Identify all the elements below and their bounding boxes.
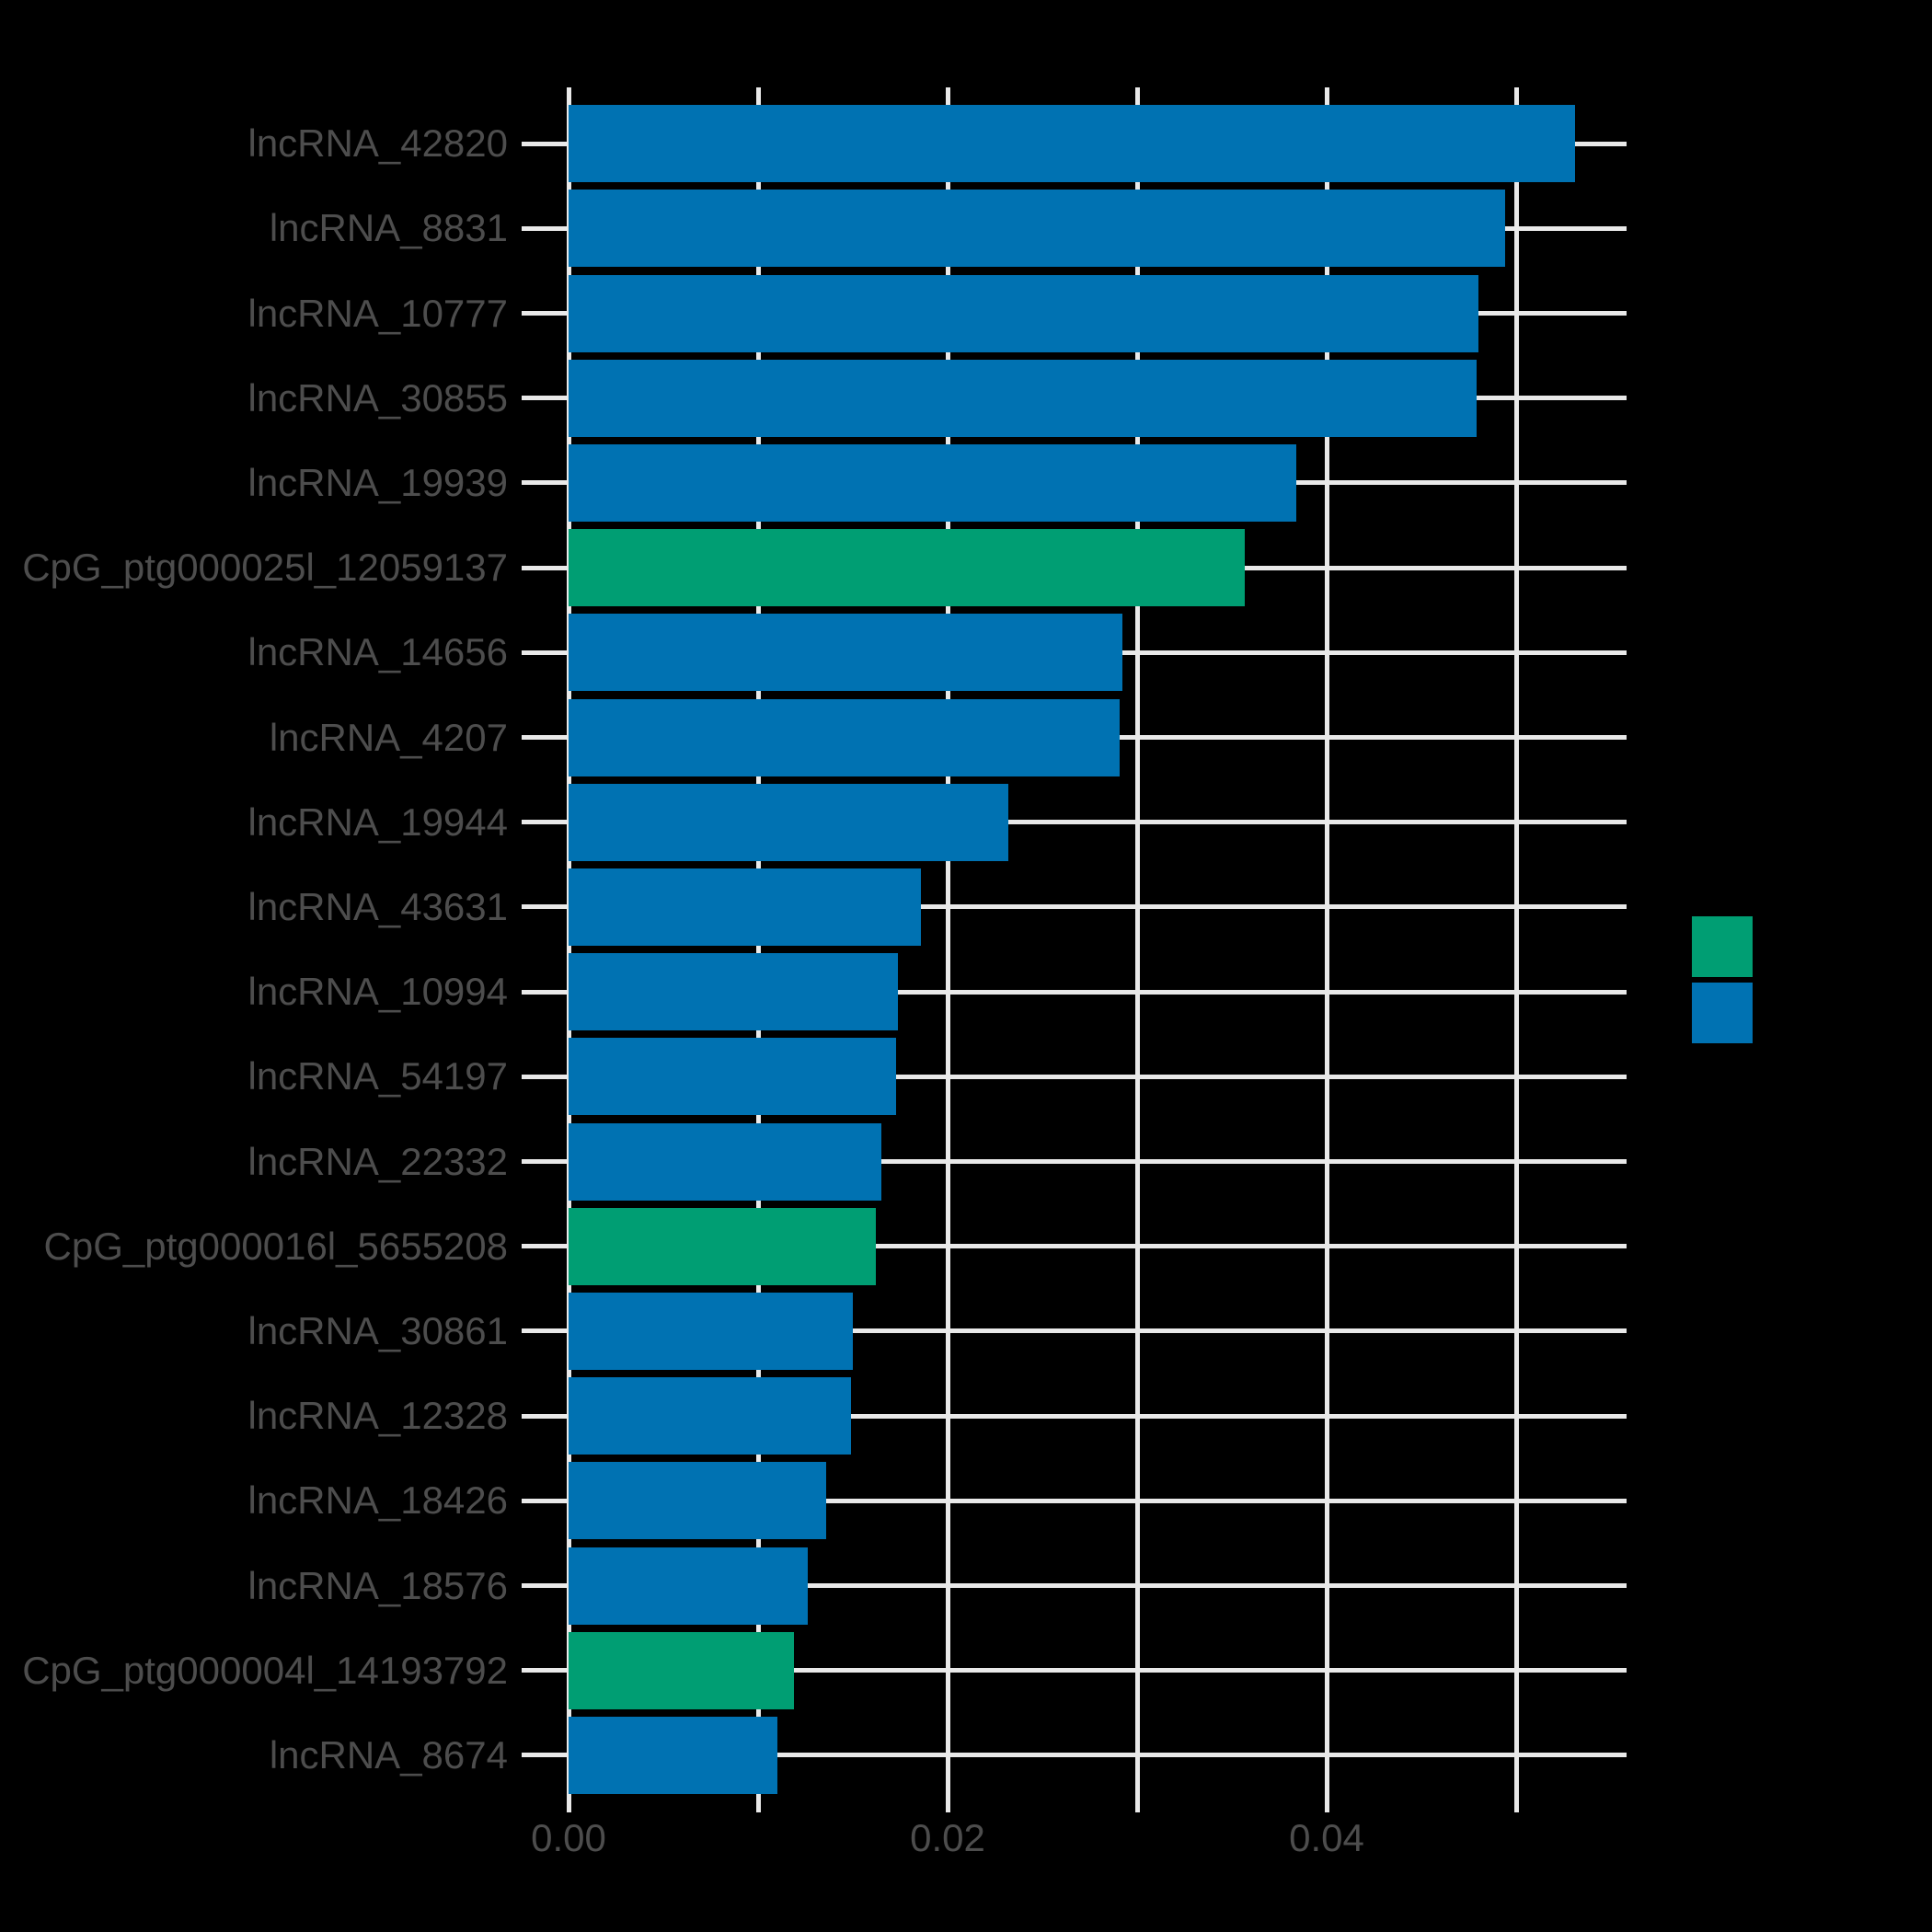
y-tick — [522, 650, 568, 655]
y-tick-label: lncRNA_43631 — [247, 884, 508, 928]
legend-swatch-lncRNA — [1692, 983, 1753, 1043]
y-tick — [522, 904, 568, 910]
row-gridline — [569, 1244, 1627, 1249]
bar-lncRNA_54197 — [569, 1038, 896, 1116]
y-tick-label: lncRNA_12328 — [247, 1394, 508, 1438]
x-gridline — [1324, 87, 1329, 1812]
y-tick-label: CpG_ptg000025l_12059137 — [22, 546, 508, 590]
y-tick — [522, 989, 568, 995]
row-gridline — [569, 1583, 1627, 1588]
row-gridline — [569, 989, 1627, 995]
y-tick-label: lncRNA_30861 — [247, 1308, 508, 1352]
y-tick-label: lncRNA_8831 — [269, 206, 508, 250]
row-gridline — [569, 1668, 1627, 1673]
y-tick-label: lncRNA_18426 — [247, 1478, 508, 1523]
y-tick-label: lncRNA_19944 — [247, 799, 508, 844]
y-tick — [522, 1074, 568, 1079]
x-gridline — [566, 87, 571, 1812]
y-tick-label: lncRNA_22332 — [247, 1139, 508, 1183]
bar-lncRNA_30855 — [569, 359, 1477, 437]
row-gridline — [569, 1413, 1627, 1419]
x-tick-label: 0.02 — [910, 1816, 985, 1859]
y-tick — [522, 1244, 568, 1249]
y-tick-label: lncRNA_10994 — [247, 970, 508, 1014]
y-tick — [522, 820, 568, 825]
y-tick-label: lncRNA_8674 — [269, 1732, 508, 1777]
y-tick — [522, 1328, 568, 1334]
bar-CpG_ptg000016l_5655208 — [569, 1207, 876, 1285]
y-tick-label: lncRNA_18576 — [247, 1563, 508, 1607]
bar-CpG_ptg000025l_12059137 — [569, 529, 1245, 607]
y-tick — [522, 1668, 568, 1673]
bar-lncRNA_22332 — [569, 1122, 881, 1201]
y-tick — [522, 311, 568, 316]
bar-lncRNA_43631 — [569, 868, 921, 946]
row-gridline — [569, 904, 1627, 910]
bar-lncRNA_18426 — [569, 1462, 826, 1540]
bar-lncRNA_19944 — [569, 783, 1008, 861]
x-gridline — [1134, 87, 1140, 1812]
y-tick-label: lncRNA_10777 — [247, 291, 508, 335]
bar-lncRNA_12328 — [569, 1377, 851, 1455]
bar-lncRNA_18576 — [569, 1547, 808, 1625]
y-tick — [522, 1583, 568, 1588]
x-gridline — [755, 87, 761, 1812]
bar-lncRNA_10994 — [569, 953, 898, 1031]
x-tick-label: 0.00 — [531, 1816, 606, 1859]
row-gridline — [569, 820, 1627, 825]
y-tick — [522, 735, 568, 740]
y-tick — [522, 225, 568, 231]
y-tick-label: CpG_ptg000016l_5655208 — [43, 1224, 508, 1268]
bar-lncRNA_30861 — [569, 1292, 853, 1370]
y-tick — [522, 1159, 568, 1164]
row-gridline — [569, 1159, 1627, 1164]
x-gridline — [1513, 87, 1519, 1812]
y-tick — [522, 1498, 568, 1503]
row-gridline — [569, 1498, 1627, 1503]
bar-lncRNA_10777 — [569, 274, 1478, 352]
x-gridline — [945, 87, 950, 1812]
y-tick-label: lncRNA_42820 — [247, 121, 508, 166]
y-tick — [522, 480, 568, 486]
y-tick-label: lncRNA_19939 — [247, 460, 508, 504]
bar-lncRNA_8831 — [569, 190, 1505, 268]
y-tick — [522, 1753, 568, 1758]
bar-lncRNA_19939 — [569, 443, 1296, 522]
legend-swatch-CpG — [1692, 916, 1753, 977]
y-tick-label: lncRNA_4207 — [269, 715, 508, 759]
y-tick-label: lncRNA_54197 — [247, 1054, 508, 1098]
y-tick-label: lncRNA_14656 — [247, 630, 508, 674]
y-tick-label: lncRNA_30855 — [247, 375, 508, 420]
bar-CpG_ptg000004l_14193792 — [569, 1631, 794, 1709]
row-gridline — [569, 1074, 1627, 1079]
y-tick — [522, 141, 568, 146]
y-tick — [522, 565, 568, 570]
row-gridline — [569, 1328, 1627, 1334]
bar-lncRNA_4207 — [569, 698, 1120, 776]
x-tick-label: 0.04 — [1289, 1816, 1364, 1859]
row-gridline — [569, 1753, 1627, 1758]
y-tick — [522, 396, 568, 401]
y-tick — [522, 1413, 568, 1419]
bar-lncRNA_42820 — [569, 105, 1575, 183]
bar-lncRNA_8674 — [569, 1716, 777, 1794]
y-tick-label: CpG_ptg000004l_14193792 — [22, 1648, 508, 1692]
bar-lncRNA_14656 — [569, 614, 1122, 692]
